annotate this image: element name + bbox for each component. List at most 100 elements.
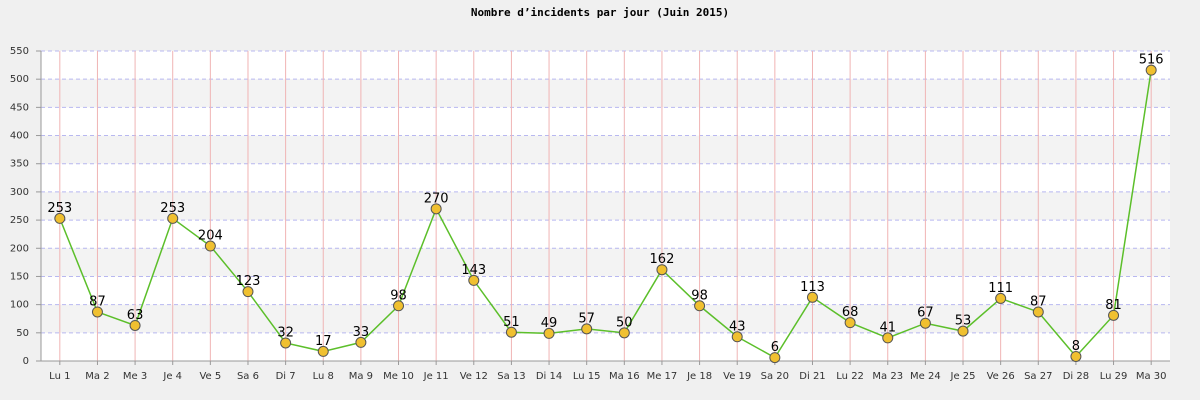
value-label: 270: [424, 191, 449, 206]
point: [806, 291, 818, 303]
point: [317, 345, 329, 357]
x-tick-label: Me 24: [910, 371, 941, 382]
x-tick-label: Sa 13: [497, 371, 525, 382]
x-tick-label: Sa 27: [1024, 371, 1052, 382]
x-tick-label: Lu 15: [573, 371, 601, 382]
y-tick-label: 350: [10, 159, 29, 170]
value-label: 63: [127, 308, 144, 323]
point: [919, 317, 931, 329]
x-tick-label: Ve 26: [987, 371, 1015, 382]
y-tick-label: 450: [10, 102, 29, 113]
x-tick-label: Ma 30: [1136, 371, 1167, 382]
value-label: 67: [917, 306, 934, 321]
point: [694, 300, 706, 312]
x-tick-label: Je 25: [950, 371, 976, 382]
point: [844, 317, 856, 329]
x-tick-label: Ve 5: [199, 371, 221, 382]
point: [731, 331, 743, 343]
value-label: 6: [771, 340, 779, 355]
x-tick-label: Ma 2: [85, 371, 109, 382]
value-label: 111: [988, 281, 1013, 296]
x-tick-label: Sa 20: [761, 371, 789, 382]
point: [54, 212, 66, 224]
value-label: 123: [236, 274, 261, 289]
point: [543, 327, 555, 339]
value-label: 49: [541, 316, 558, 331]
value-label: 51: [503, 315, 520, 330]
x-tick-label: Me 17: [647, 371, 678, 382]
x-tick-label: Je 18: [686, 371, 712, 382]
point: [280, 337, 292, 349]
value-label: 143: [461, 263, 486, 278]
point: [355, 336, 367, 348]
x-tick-label: Lu 1: [49, 371, 70, 382]
point: [430, 203, 442, 215]
value-label: 162: [650, 252, 675, 267]
point: [995, 292, 1007, 304]
point: [769, 352, 781, 364]
point: [129, 319, 141, 331]
value-label: 53: [955, 314, 972, 329]
value-label: 33: [353, 325, 370, 340]
plot-band: [41, 79, 1170, 108]
point: [242, 286, 254, 298]
point: [167, 212, 179, 224]
point: [91, 306, 103, 318]
value-label: 68: [842, 305, 859, 320]
value-label: 8: [1072, 339, 1080, 354]
x-tick-label: Di 14: [536, 371, 562, 382]
x-tick-label: Ma 23: [872, 371, 903, 382]
value-label: 57: [578, 311, 595, 326]
value-label: 204: [198, 229, 223, 244]
plot-band: [41, 248, 1170, 277]
value-label: 253: [160, 201, 185, 216]
point: [1032, 306, 1044, 318]
y-tick-label: 550: [10, 46, 29, 57]
value-label: 87: [1030, 294, 1047, 309]
x-tick-label: Ma 9: [349, 371, 373, 382]
y-tick-label: 400: [10, 131, 29, 142]
point: [656, 264, 668, 276]
y-tick-label: 250: [10, 215, 29, 226]
value-label: 253: [47, 201, 72, 216]
chart-title: Nombre d’incidents par jour (Juin 2015): [471, 6, 729, 19]
y-tick-label: 0: [23, 356, 29, 367]
x-tick-label: Di 28: [1063, 371, 1089, 382]
x-tick-label: Je 4: [162, 371, 182, 382]
point: [204, 240, 216, 252]
plot-band: [41, 135, 1170, 164]
value-label: 32: [277, 325, 294, 340]
value-label: 113: [800, 280, 825, 295]
point: [618, 327, 630, 339]
value-label: 17: [315, 334, 332, 349]
line: [59, 70, 1152, 359]
x-tick-label: Me 10: [383, 371, 414, 382]
plot-band: [41, 304, 1170, 333]
x-tick-label: Lu 22: [836, 371, 864, 382]
x-tick-label: Di 21: [799, 371, 825, 382]
x-tick-label: Lu 8: [313, 371, 334, 382]
value-label: 98: [691, 288, 708, 303]
point: [581, 323, 593, 335]
plot-band: [41, 191, 1170, 221]
value-label: 41: [879, 320, 896, 335]
x-tick-label: Lu 29: [1100, 371, 1128, 382]
y-tick-label: 100: [10, 300, 29, 311]
x-tick-label: Ve 12: [460, 371, 488, 382]
point: [505, 326, 517, 338]
point: [393, 300, 405, 312]
point: [1108, 309, 1120, 321]
x-tick-label: Je 11: [423, 371, 449, 382]
value-label: 516: [1139, 53, 1164, 68]
point: [1145, 64, 1157, 76]
x-tick-label: Di 7: [276, 371, 296, 382]
point: [1070, 350, 1082, 362]
x-tick-label: Ma 16: [609, 371, 640, 382]
y-tick-label: 300: [10, 187, 29, 198]
y-tick-label: 50: [16, 328, 29, 339]
value-label: 50: [616, 315, 633, 330]
point: [882, 332, 894, 344]
point: [957, 325, 969, 337]
x-tick-label: Sa 6: [237, 371, 259, 382]
